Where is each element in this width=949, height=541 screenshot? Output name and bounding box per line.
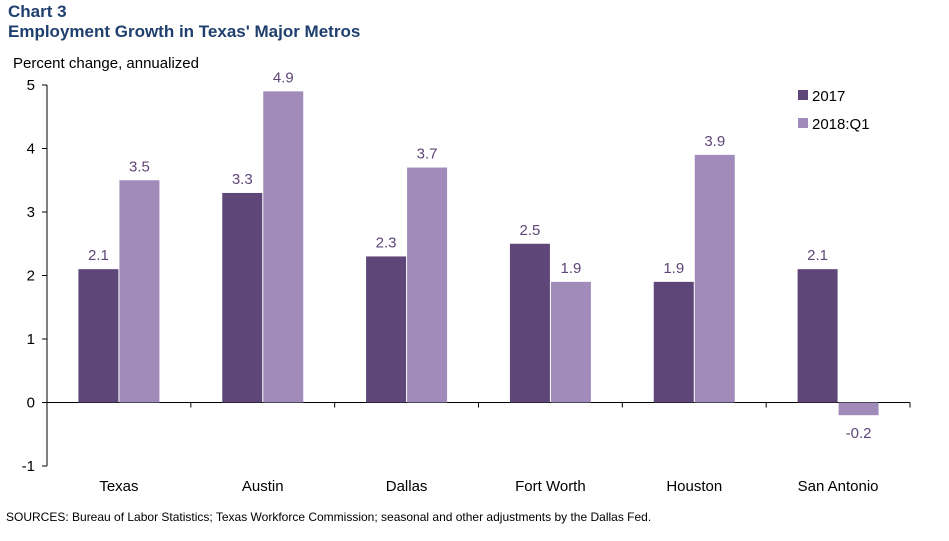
category-label: San Antonio: [798, 478, 879, 495]
y-tick-label: 2: [27, 268, 35, 285]
y-tick-label: 1: [27, 331, 35, 348]
data-label: 4.9: [273, 69, 294, 86]
category-label: Fort Worth: [515, 478, 586, 495]
chart-title: Chart 3 Employment Growth in Texas' Majo…: [8, 2, 360, 42]
bar-2017: [78, 269, 119, 403]
y-tick-label: 4: [27, 141, 35, 158]
category-label: Dallas: [386, 478, 428, 495]
y-tick-label: 3: [27, 204, 35, 221]
bar-2017: [222, 192, 263, 403]
bar-2018q1: [838, 402, 879, 416]
bar-2018q1: [694, 154, 735, 403]
category-label: Texas: [99, 478, 138, 495]
data-label: 2.1: [807, 247, 828, 264]
y-tick-label: -1: [22, 458, 35, 475]
legend-label: 2018:Q1: [812, 116, 870, 133]
data-label: -0.2: [846, 425, 872, 442]
data-label: 2.5: [519, 222, 540, 239]
chart-heading: Employment Growth in Texas' Major Metros: [8, 22, 361, 41]
chart-number: Chart 3: [8, 2, 67, 21]
source-note: SOURCES: Bureau of Labor Statistics; Tex…: [6, 510, 652, 524]
bar-2017: [366, 256, 407, 403]
data-label: 2.1: [88, 247, 109, 264]
data-label: 3.7: [417, 146, 438, 163]
bar-2018q1: [550, 281, 591, 403]
bar-2018q1: [119, 180, 160, 403]
category-label: Austin: [242, 478, 284, 495]
data-label: 1.9: [560, 260, 581, 277]
bar-2017: [509, 243, 550, 403]
bar-2017: [653, 281, 694, 403]
bar-2018q1: [407, 167, 448, 403]
y-tick-label: 5: [27, 77, 35, 94]
data-label: 1.9: [663, 260, 684, 277]
data-label: 2.3: [376, 234, 397, 251]
category-label: Houston: [666, 478, 722, 495]
y-tick-label: 0: [27, 395, 35, 412]
data-label: 3.9: [704, 133, 725, 150]
bar-2018q1: [263, 91, 304, 403]
legend-label: 2017: [812, 88, 845, 105]
y-axis-label: Percent change, annualized: [13, 55, 199, 72]
data-label: 3.3: [232, 171, 253, 188]
legend-swatch: [798, 118, 808, 128]
legend-swatch: [798, 90, 808, 100]
data-label: 3.5: [129, 158, 150, 175]
bar-2017: [797, 269, 838, 403]
